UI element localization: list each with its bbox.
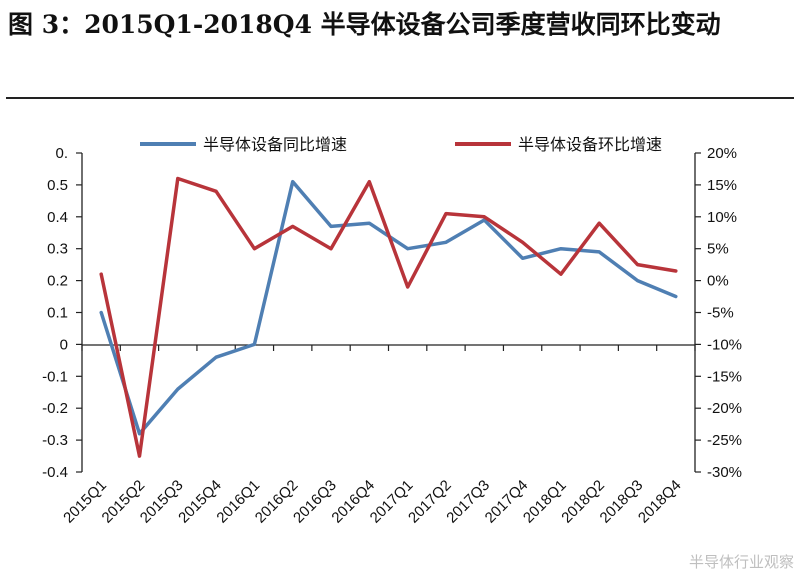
legend-label-qoq: 半导体设备环比增速 xyxy=(518,135,662,154)
right-tick-label: 20% xyxy=(707,145,737,162)
chart-title: 图 3：2015Q1-2018Q4 半导体设备公司季度营收同环比变动 xyxy=(8,10,721,39)
series-line-yoy xyxy=(99,179,678,436)
left-tick-label: 0.2 xyxy=(47,273,68,290)
right-tick-label: -20% xyxy=(707,400,742,417)
left-tick-label: 0.5 xyxy=(47,177,68,194)
series-layer xyxy=(99,176,678,458)
watermark: 半导体行业观察 xyxy=(688,553,794,571)
right-axis-ticks: -30% -25% -20% -15% -10% -5% 0% 5% 10% 15% 20% xyxy=(695,145,742,481)
right-tick-label: 0% xyxy=(707,273,729,290)
right-tick-label: 10% xyxy=(707,209,737,226)
right-tick-label: -30% xyxy=(707,464,742,481)
right-tick-label: -5% xyxy=(707,305,734,322)
left-tick-label: 0.4 xyxy=(47,209,68,226)
left-tick-label: -0.1 xyxy=(42,368,68,385)
left-axis-ticks: -0.4 -0.3 -0.2 -0.1 0 0.1 0.2 0.3 0.4 0.5 0. xyxy=(42,145,82,481)
series-line-qoq xyxy=(99,176,678,458)
legend-label-yoy: 半导体设备同比增速 xyxy=(203,135,347,154)
left-tick-label: -0.3 xyxy=(42,432,68,449)
left-tick-label: -0.2 xyxy=(42,400,68,417)
left-tick-label: 0 xyxy=(60,336,68,353)
left-tick-label: -0.4 xyxy=(42,464,68,481)
legend: 半导体设备同比增速 半导体设备环比增速 xyxy=(140,135,662,154)
left-tick-label: 0. xyxy=(55,145,68,162)
right-tick-label: -25% xyxy=(707,432,742,449)
left-tick-label: 0.3 xyxy=(47,241,68,258)
right-tick-label: 5% xyxy=(707,241,729,258)
title-divider xyxy=(6,97,794,99)
x-tick-label: 2018Q4 xyxy=(635,477,685,527)
right-tick-label: -10% xyxy=(707,336,742,353)
x-axis-ticks: 2015Q12015Q22015Q32015Q42016Q12016Q22016… xyxy=(60,345,696,527)
right-tick-label: 15% xyxy=(707,177,737,194)
left-tick-label: 0.1 xyxy=(47,305,68,322)
right-tick-label: -15% xyxy=(707,368,742,385)
